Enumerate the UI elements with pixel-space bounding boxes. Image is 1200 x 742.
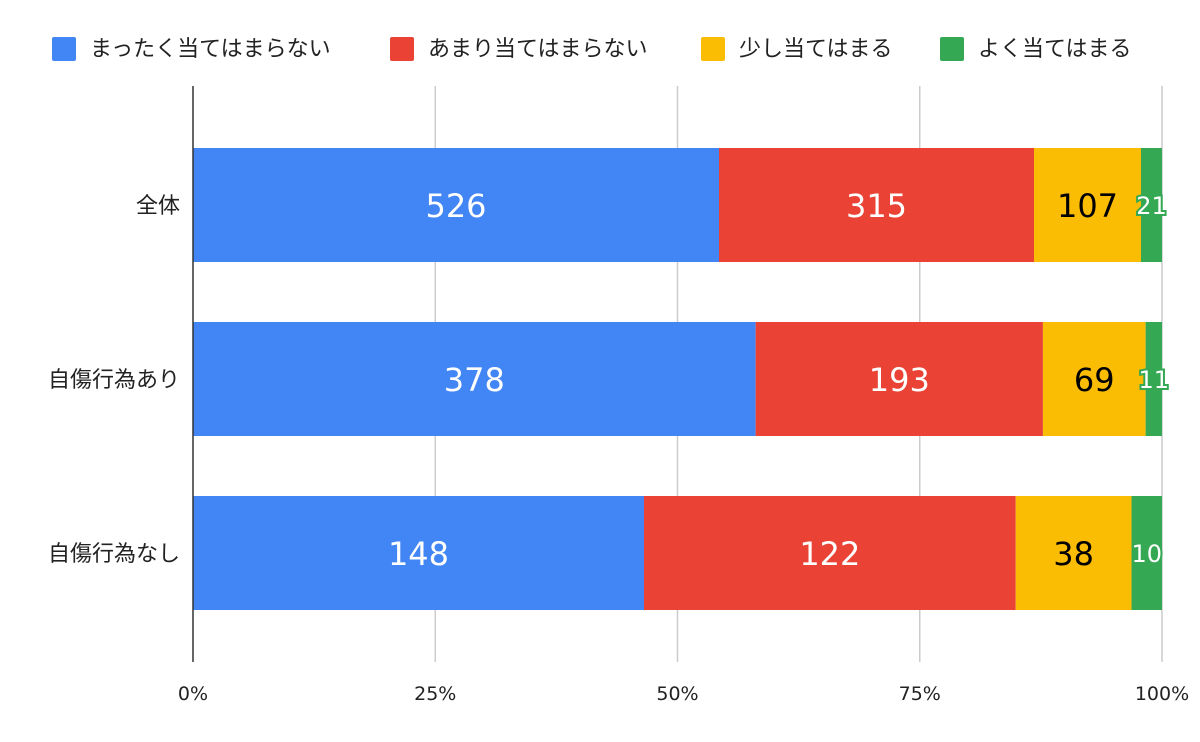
legend-label: 少し当てはまる [739,37,893,62]
x-tick-label: 100% [1135,683,1189,705]
data-label: 69 [1074,361,1115,399]
bar-segment [1145,322,1162,436]
bar-segment [193,496,644,610]
x-tick-label: 0% [178,683,208,705]
data-label: 526 [425,187,486,225]
bar-segment [719,148,1034,262]
bar-segment [643,496,1016,610]
bars: 526 315 107 21 378 193 69 11 148 122 38 10 [193,148,1171,610]
data-label: 193 [869,361,930,399]
legend-swatch [52,37,76,61]
category-label: 全体 [136,194,180,219]
legend: まったく当てはまらない あまり当てはまらない 少し当てはまる よく当てはまる [52,37,1132,62]
legend-swatch [701,37,725,61]
data-label: 11 [1139,366,1170,394]
x-tick-label: 25% [414,683,456,705]
legend-label: あまり当てはまらない [428,37,648,62]
data-label: 107 [1057,187,1118,225]
data-label: 315 [846,187,907,225]
bar-segment [193,322,756,436]
data-label: 148 [388,535,449,573]
bar-segment [1015,496,1132,610]
category-label: 自傷行為あり [48,368,180,393]
data-label: 10 [1131,540,1162,568]
data-label: 38 [1053,535,1094,573]
x-tick-labels: 0% 25% 50% 75% 100% [178,683,1189,705]
data-label: 21 [1136,192,1167,220]
bar-segment [755,322,1043,436]
x-tick-label: 75% [899,683,941,705]
data-label: 122 [799,535,860,573]
x-tick-label: 50% [656,683,698,705]
bar-segment [1034,148,1141,262]
legend-swatch [390,37,414,61]
bar-segment [1042,322,1146,436]
bar-segment [193,148,719,262]
legend-label: まったく当てはまらない [90,37,331,62]
category-label: 自傷行為なし [48,542,180,567]
legend-swatch [940,37,964,61]
bar-segment [1131,496,1162,610]
data-label: 378 [444,361,505,399]
legend-label: よく当てはまる [978,37,1132,62]
bar-segment [1141,148,1162,262]
